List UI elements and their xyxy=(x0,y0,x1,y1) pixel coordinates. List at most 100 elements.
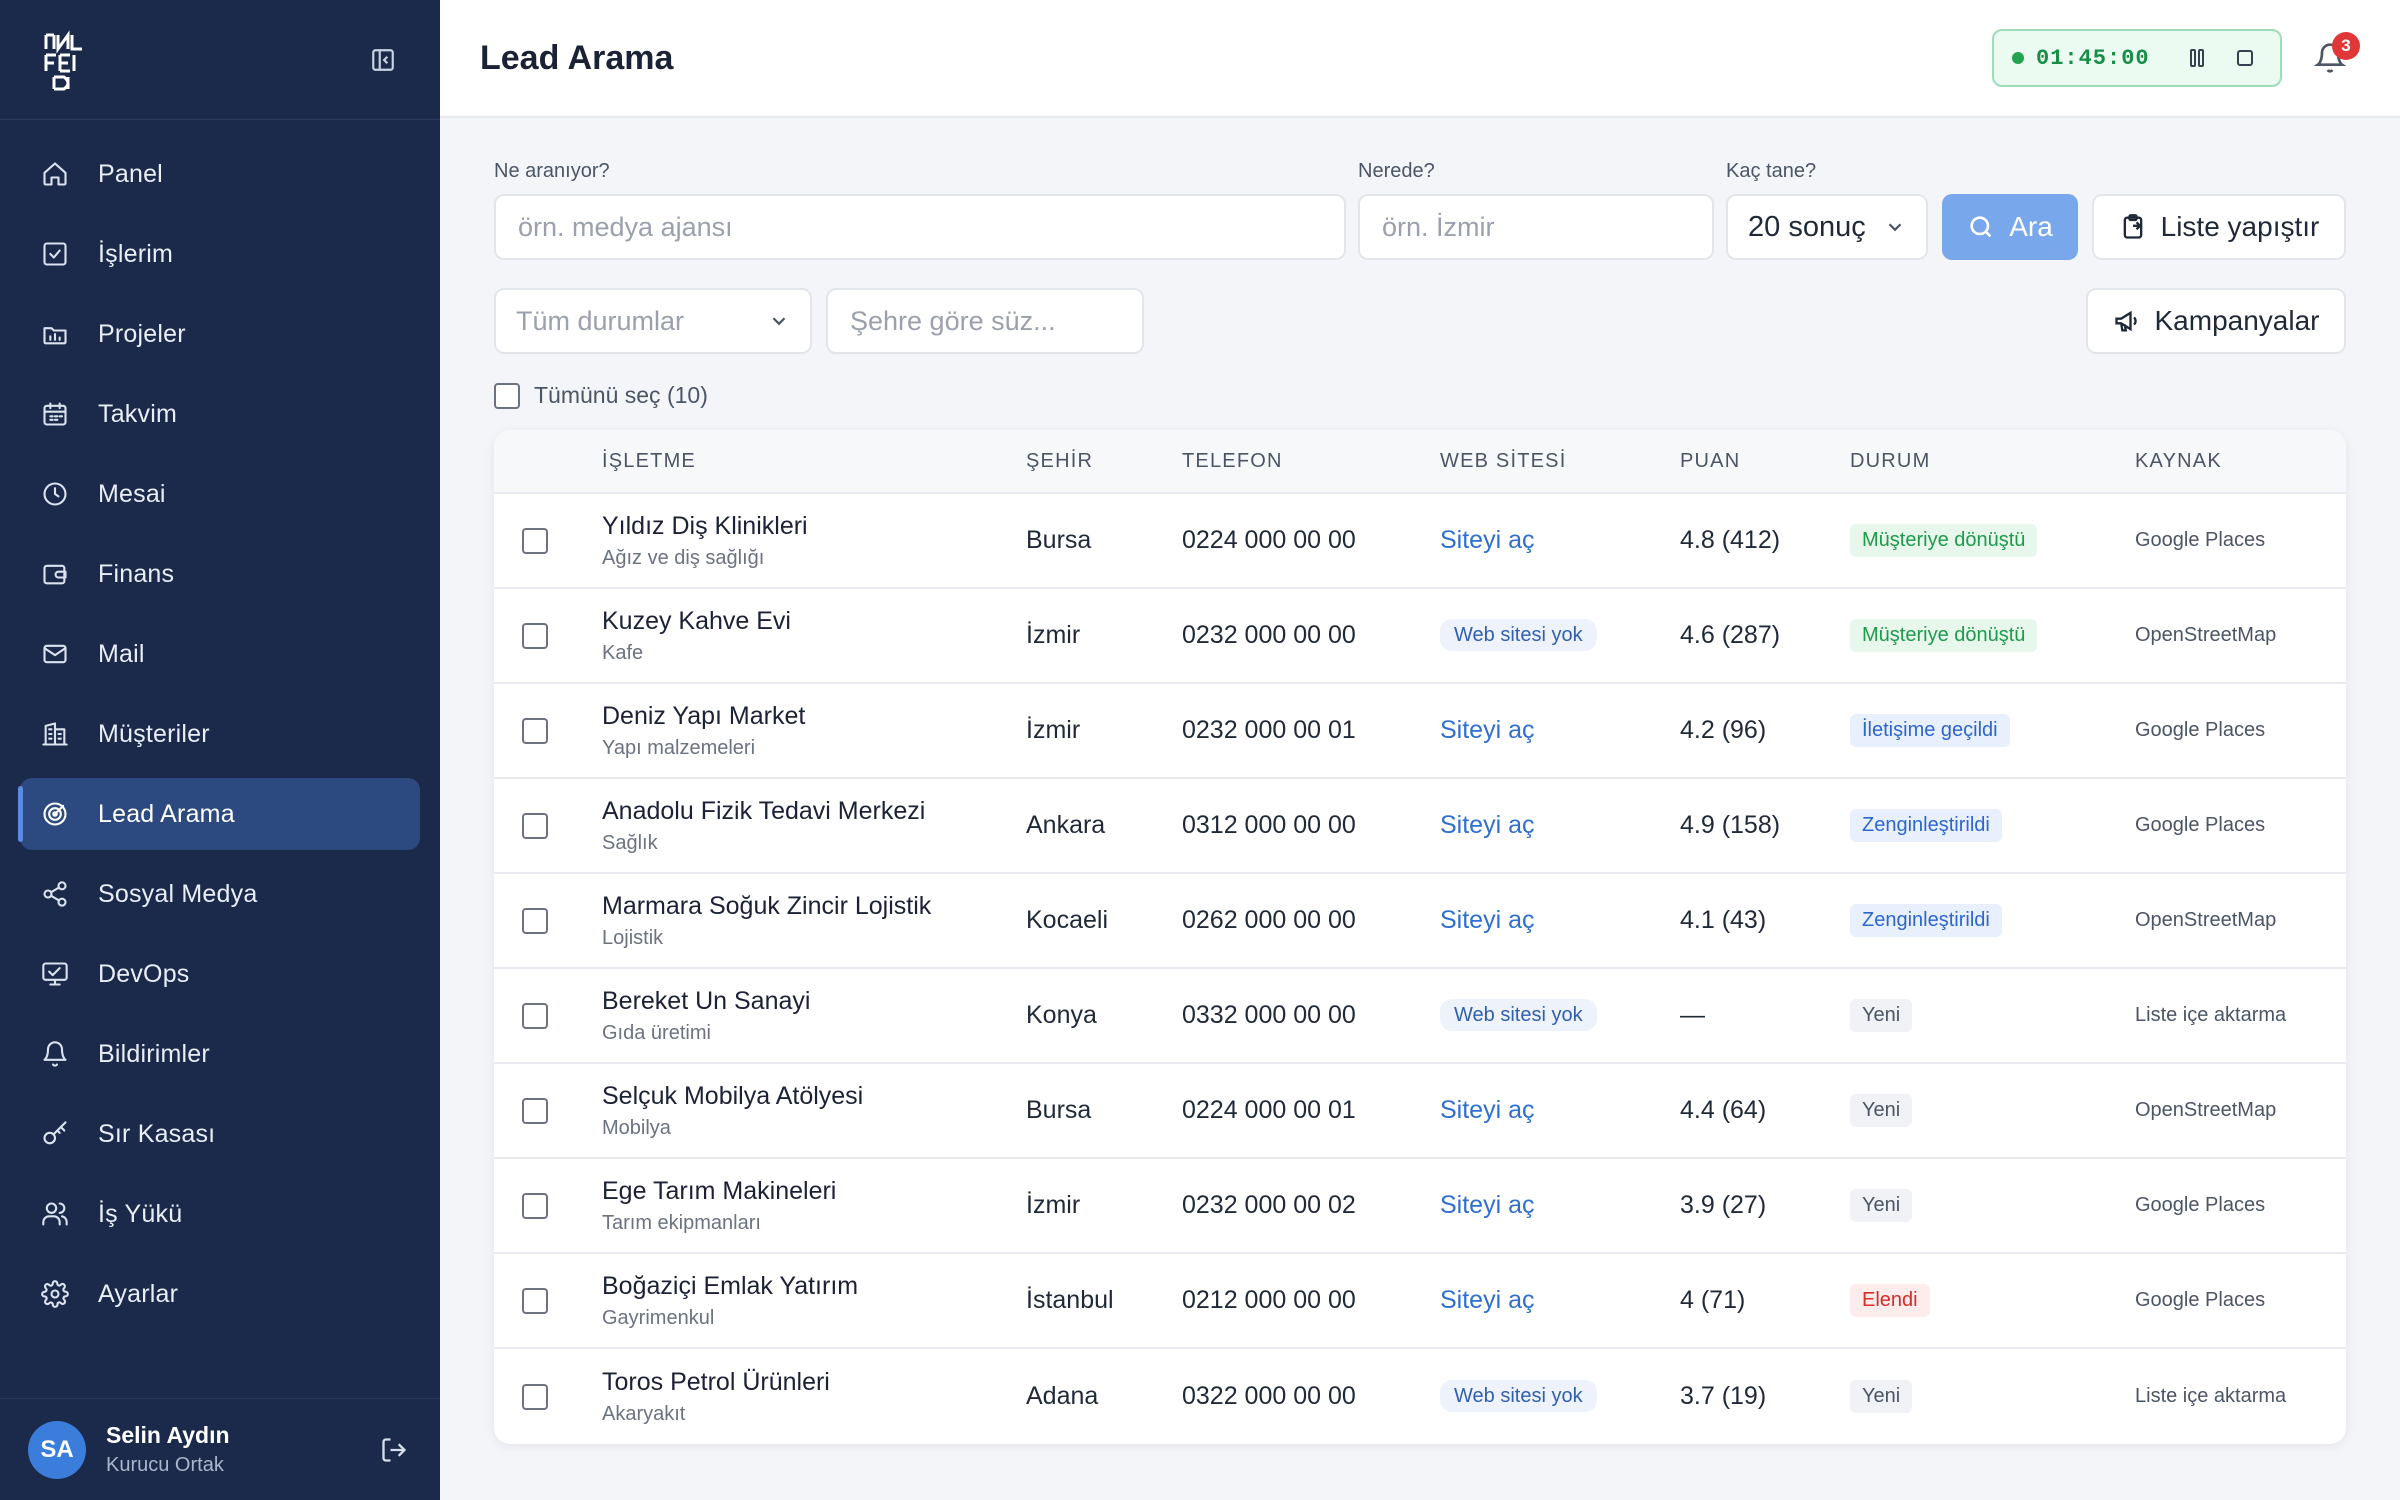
what-input[interactable]: örn. medya ajansı xyxy=(494,194,1346,260)
open-website-link[interactable]: Siteyi aç xyxy=(1440,1096,1535,1124)
column-header-business[interactable]: İŞLETME xyxy=(602,449,696,472)
website-cell: Siteyi aç xyxy=(1440,906,1534,935)
business-cell: Marmara Soğuk Zincir Lojistik Lojistik xyxy=(602,892,931,950)
timer-stop-button[interactable] xyxy=(2228,41,2262,75)
sidebar-item-bildirimler[interactable]: Bildirimler xyxy=(20,1018,420,1090)
rating-cell: 4 (71) xyxy=(1680,1286,1746,1314)
column-header-status[interactable]: DURUM xyxy=(1850,449,1931,472)
open-website-link[interactable]: Siteyi aç xyxy=(1440,811,1535,839)
website-cell: Web sitesi yok xyxy=(1440,619,1597,651)
business-cell: Ege Tarım Makineleri Tarım ekipmanları xyxy=(602,1177,836,1235)
sidebar-item-lead-arama[interactable]: Lead Arama xyxy=(18,778,420,850)
sidebar-item-mail[interactable]: Mail xyxy=(20,618,420,690)
status-filter-select[interactable]: Tüm durumlar xyxy=(494,288,812,354)
table-row[interactable]: Kuzey Kahve Evi Kafe İzmir 0232 000 00 00 We… xyxy=(494,589,2346,684)
sidebar-item-finans[interactable]: Finans xyxy=(20,538,420,610)
select-all[interactable]: Tümünü seç (10) xyxy=(494,382,708,409)
status-cell: Zenginleştirildi xyxy=(1850,809,2002,842)
sidebar-item-musteriler[interactable]: Müşteriler xyxy=(20,698,420,770)
sidebar-item-label: İş Yükü xyxy=(98,1199,183,1228)
status-cell: Zenginleştirildi xyxy=(1850,904,2002,937)
status-badge: Yeni xyxy=(1850,1189,1913,1222)
status-badge: İletişime geçildi xyxy=(1850,714,2010,747)
no-website-badge: Web sitesi yok xyxy=(1440,619,1597,651)
select-all-checkbox[interactable] xyxy=(494,382,520,409)
sidebar-item-panel[interactable]: Panel xyxy=(20,138,420,210)
source-cell: Google Places xyxy=(2135,1289,2266,1311)
phone-cell: 0232 000 00 01 xyxy=(1182,716,1356,744)
count-select[interactable]: 20 sonuç xyxy=(1726,194,1928,260)
row-checkbox[interactable] xyxy=(522,717,548,744)
rating-cell: 4.1 (43) xyxy=(1680,906,1767,934)
table-row[interactable]: Ege Tarım Makineleri Tarım ekipmanları İzm… xyxy=(494,1159,2346,1254)
mail-icon xyxy=(40,639,70,669)
search-button[interactable]: Ara xyxy=(1942,194,2078,260)
phone-cell: 0224 000 00 01 xyxy=(1182,1096,1356,1124)
sidebar-item-takvim[interactable]: Takvim xyxy=(20,378,420,450)
open-website-link[interactable]: Siteyi aç xyxy=(1440,526,1535,554)
table-row[interactable]: Anadolu Fizik Tedavi Merkezi Sağlık Ankara… xyxy=(494,779,2346,874)
row-checkbox[interactable] xyxy=(522,1192,548,1219)
status-cell: Yeni xyxy=(1850,1094,1913,1127)
open-website-link[interactable]: Siteyi aç xyxy=(1440,1191,1535,1219)
sidebar-item-sosyal-medya[interactable]: Sosyal Medya xyxy=(20,858,420,930)
row-checkbox[interactable] xyxy=(522,1383,548,1410)
open-website-link[interactable]: Siteyi aç xyxy=(1440,716,1535,744)
status-cell: İletişime geçildi xyxy=(1850,714,2010,747)
table-row[interactable]: Boğaziçi Emlak Yatırım Gayrimenkul İstanbu… xyxy=(494,1254,2346,1349)
rating-cell: 4.6 (287) xyxy=(1680,621,1781,649)
table-row[interactable]: Bereket Un Sanayi Gıda üretimi Konya 0332 0… xyxy=(494,969,2346,1064)
column-header-website[interactable]: WEB SİTESİ xyxy=(1440,449,1567,472)
sidebar-item-ayarlar[interactable]: Ayarlar xyxy=(20,1258,420,1330)
what-label: Ne aranıyor? xyxy=(494,160,610,182)
no-website-badge: Web sitesi yok xyxy=(1440,999,1597,1031)
sidebar-collapse-button[interactable] xyxy=(366,43,400,77)
paste-list-button[interactable]: Liste yapıştır xyxy=(2092,194,2346,260)
sidebar-item-label: Takvim xyxy=(98,399,177,428)
city-filter-input[interactable]: Şehre göre süz... xyxy=(826,288,1144,354)
timer-pause-button[interactable] xyxy=(2180,41,2214,75)
megaphone-icon xyxy=(2113,307,2141,335)
sidebar-collapse-icon xyxy=(372,48,394,71)
row-checkbox[interactable] xyxy=(522,1287,548,1314)
sidebar-item-i-s-yuku[interactable]: İş Yükü xyxy=(20,1178,420,1250)
table-row[interactable]: Yıldız Diş Klinikleri Ağız ve diş sağlığı… xyxy=(494,494,2346,589)
sidebar-item-devops[interactable]: DevOps xyxy=(20,938,420,1010)
row-checkbox[interactable] xyxy=(522,812,548,839)
column-header-phone[interactable]: TELEFON xyxy=(1182,449,1283,472)
table-row[interactable]: Toros Petrol Ürünleri Akaryakıt Adana 0322 … xyxy=(494,1349,2346,1444)
campaigns-button[interactable]: Kampanyalar xyxy=(2086,288,2346,354)
table-row[interactable]: Deniz Yapı Market Yapı malzemeleri İzmir 02… xyxy=(494,684,2346,779)
source-cell: Liste içe aktarma xyxy=(2135,1004,2287,1026)
leads-table: İŞLETME ŞEHİR TELEFON WEB SİTESİ PUAN DU… xyxy=(494,430,2346,1444)
open-website-link[interactable]: Siteyi aç xyxy=(1440,1286,1535,1314)
where-input[interactable]: örn. İzmir xyxy=(1358,194,1714,260)
column-header-rating[interactable]: PUAN xyxy=(1680,449,1741,472)
open-website-link[interactable]: Siteyi aç xyxy=(1440,906,1535,934)
column-header-city[interactable]: ŞEHİR xyxy=(1026,449,1094,472)
phone-cell: 0232 000 00 00 xyxy=(1182,621,1356,649)
sidebar-item-sir-kasasi[interactable]: Sır Kasası xyxy=(20,1098,420,1170)
notifications-button[interactable]: 3 xyxy=(2300,28,2360,88)
sidebar-item-projeler[interactable]: Projeler xyxy=(20,298,420,370)
city-cell: İzmir xyxy=(1026,716,1081,744)
table-row[interactable]: Selçuk Mobilya Atölyesi Mobilya Bursa 0224 … xyxy=(494,1064,2346,1159)
business-category: Sağlık xyxy=(602,831,658,854)
column-header-source[interactable]: KAYNAK xyxy=(2135,449,2222,472)
sidebar-item-i-slerim[interactable]: İşlerim xyxy=(20,218,420,290)
table-row[interactable]: Marmara Soğuk Zincir Lojistik Lojistik Koc… xyxy=(494,874,2346,969)
phone-cell: 0224 000 00 00 xyxy=(1182,526,1356,554)
logout-button[interactable] xyxy=(376,1432,412,1468)
search-icon xyxy=(1967,213,1995,241)
row-checkbox[interactable] xyxy=(522,622,548,649)
row-checkbox[interactable] xyxy=(522,527,548,554)
monitor-icon xyxy=(40,959,70,989)
sidebar-item-mesai[interactable]: Mesai xyxy=(20,458,420,530)
work-timer: 01:45:00 xyxy=(1992,29,2282,87)
website-cell: Siteyi aç xyxy=(1440,811,1534,840)
row-checkbox[interactable] xyxy=(522,1097,548,1124)
row-checkbox[interactable] xyxy=(522,1002,548,1029)
row-checkbox[interactable] xyxy=(522,907,548,934)
source-cell: Google Places xyxy=(2135,814,2266,836)
chevron-down-icon xyxy=(1888,223,1902,232)
